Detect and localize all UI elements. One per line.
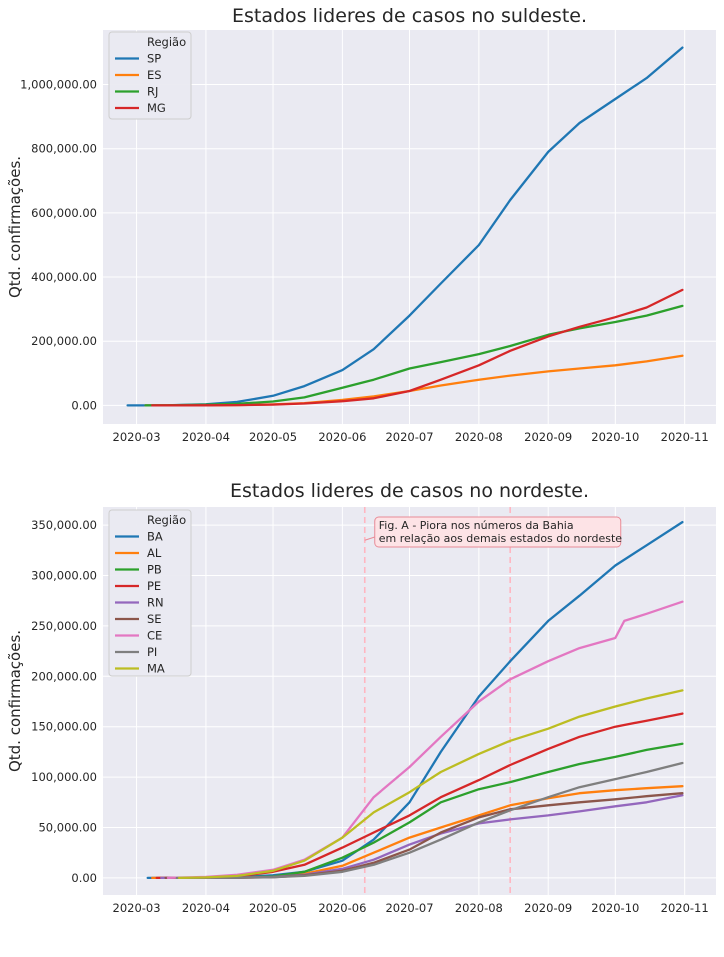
y-tick-label: 400,000.00 xyxy=(31,270,97,284)
y-tick-label: 350,000.00 xyxy=(31,518,97,532)
series-line-pi xyxy=(175,761,684,880)
x-tick-label: 2020-09 xyxy=(524,901,572,915)
annotation-text: em relação aos demais estados do nordest… xyxy=(379,532,623,545)
y-tick-label: 600,000.00 xyxy=(31,206,97,220)
legend-title: Região xyxy=(147,35,186,49)
series-line-ma xyxy=(177,689,684,880)
legend-entry: MA xyxy=(147,662,165,676)
legend-entry: SE xyxy=(147,612,162,626)
x-tick-label: 2020-04 xyxy=(182,430,230,444)
x-tick-label: 2020-08 xyxy=(455,901,503,915)
y-tick-label: 200,000.00 xyxy=(31,334,97,348)
legend-entry: PB xyxy=(147,563,162,577)
legend-title: Região xyxy=(147,513,186,527)
y-axis-label: Qtd. confirmações. xyxy=(6,156,24,298)
y-tick-label: 200,000.00 xyxy=(31,669,97,683)
annotation-text: Fig. A - Piora nos números da Bahia xyxy=(379,519,574,532)
annotation-box xyxy=(374,516,622,548)
y-tick-label: 50,000.00 xyxy=(38,820,97,834)
legend-entry: PI xyxy=(147,645,157,659)
chart-panel-1: 2020-03 2020-04 2020-05 2020-06 2020-07 2020-… xyxy=(6,5,716,444)
chart-title: Estados lideres de casos no nordeste. xyxy=(230,480,589,502)
y-tick-label: 0.00 xyxy=(71,871,97,885)
x-tick-label: 2020-07 xyxy=(385,430,433,444)
y-tick-label: 800,000.00 xyxy=(31,142,97,156)
legend-entry: AL xyxy=(147,546,162,560)
x-tick-label: 2020-03 xyxy=(113,901,161,915)
x-tick-label: 2020-10 xyxy=(591,430,639,444)
x-tick-label: 2020-09 xyxy=(524,430,572,444)
y-tick-label: 0.00 xyxy=(71,398,97,412)
x-tick-label: 2020-10 xyxy=(591,901,639,915)
y-tick-label: 300,000.00 xyxy=(31,569,97,583)
legend-entry: CE xyxy=(147,629,162,643)
x-tick-label: 2020-11 xyxy=(661,901,709,915)
y-tick-label: 1,000,000.00 xyxy=(20,78,97,92)
legend xyxy=(108,31,192,120)
legend-entry: PE xyxy=(147,579,161,593)
legend-entry: MG xyxy=(147,101,166,115)
legend-entry: RJ xyxy=(147,85,158,99)
x-tick-label: 2020-05 xyxy=(249,430,297,444)
x-tick-label: 2020-11 xyxy=(661,430,709,444)
legend-entry: ES xyxy=(147,68,162,82)
legend-entry: SP xyxy=(147,52,161,66)
legend-entry: BA xyxy=(147,530,163,544)
y-tick-label: 100,000.00 xyxy=(31,770,97,784)
series-line-pb xyxy=(173,742,684,880)
x-tick-label: 2020-06 xyxy=(318,430,366,444)
x-tick-label: 2020-06 xyxy=(318,901,366,915)
x-tick-label: 2020-04 xyxy=(182,901,230,915)
y-axis-label: Qtd. confirmações. xyxy=(6,630,24,772)
legend-entry: RN xyxy=(147,596,164,610)
chart-panel-2: 2020-03 2020-04 2020-05 2020-06 2020-07 2020-… xyxy=(6,480,716,915)
y-tick-label: 250,000.00 xyxy=(31,619,97,633)
series-line-sp xyxy=(126,46,684,407)
y-tick-label: 150,000.00 xyxy=(31,720,97,734)
chart-title: Estados lideres de casos no suldeste. xyxy=(232,5,587,27)
x-tick-label: 2020-08 xyxy=(455,430,503,444)
annotation-arrow xyxy=(364,536,375,541)
x-tick-label: 2020-07 xyxy=(385,901,433,915)
x-tick-label: 2020-05 xyxy=(249,901,297,915)
series-line-mg xyxy=(151,288,684,407)
x-tick-label: 2020-03 xyxy=(113,430,161,444)
